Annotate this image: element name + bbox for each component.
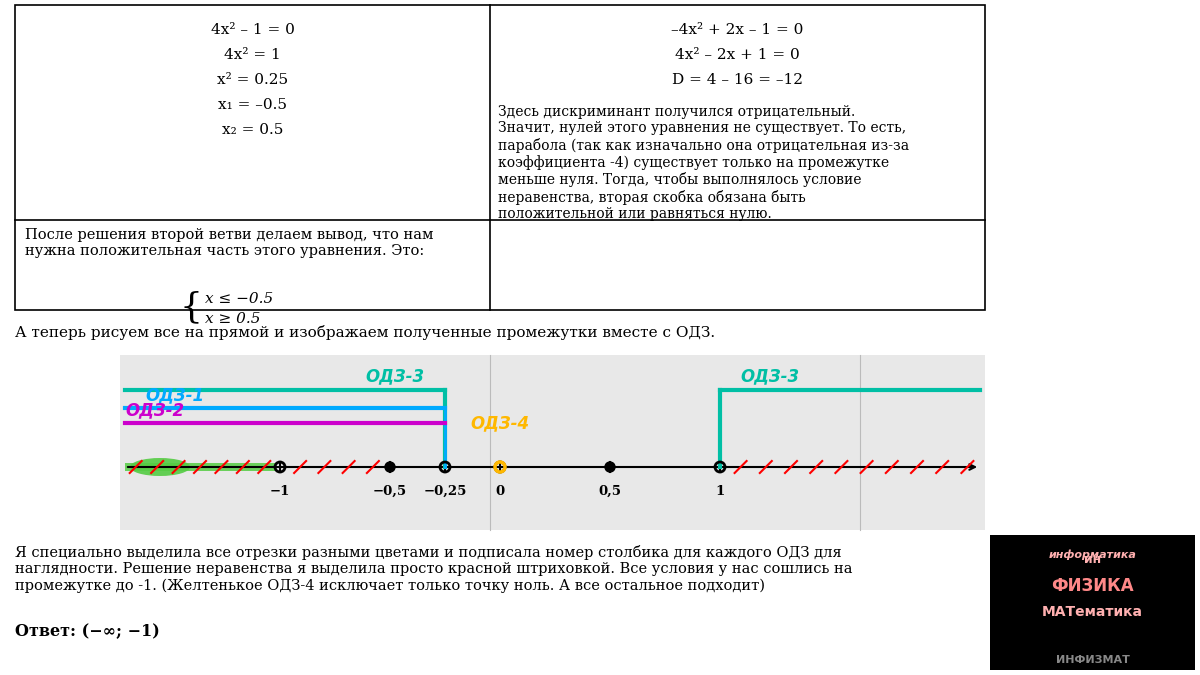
- Text: Здесь дискриминант получился отрицательный.
Значит, нулей этого уравнения не сущ: Здесь дискриминант получился отрицательн…: [498, 105, 910, 221]
- Text: 0: 0: [496, 485, 504, 498]
- Text: −0,25: −0,25: [424, 485, 467, 498]
- Text: −0,5: −0,5: [373, 485, 407, 498]
- Bar: [14, 5, 985, 310]
- Text: D = 4 – 16 = –12: D = 4 – 16 = –12: [672, 73, 803, 87]
- Text: x ≤ −0.5: x ≤ −0.5: [205, 292, 274, 306]
- Bar: [990, 535, 1195, 670]
- Text: Ответ: (−∞; −1): Ответ: (−∞; −1): [14, 623, 160, 640]
- Text: А теперь рисуем все на прямой и изображаем полученные промежутки вместе с ОДЗ.: А теперь рисуем все на прямой и изобража…: [14, 325, 715, 340]
- Text: x ≥ 0.5: x ≥ 0.5: [205, 312, 260, 326]
- Bar: [125, 463, 275, 471]
- Text: ОДЗ-3: ОДЗ-3: [740, 367, 799, 385]
- Text: x₁ = –0.5: x₁ = –0.5: [218, 98, 287, 112]
- Text: 4x² – 2x + 1 = 0: 4x² – 2x + 1 = 0: [676, 48, 800, 62]
- Text: 4x² = 1: 4x² = 1: [224, 48, 281, 62]
- Text: x₂ = 0.5: x₂ = 0.5: [222, 123, 283, 137]
- Text: Я специально выделила все отрезки разными цветами и подписала номер столбика для: Я специально выделила все отрезки разным…: [14, 545, 852, 593]
- Text: 0,5: 0,5: [599, 485, 622, 498]
- Text: После решения второй ветви делаем вывод, что нам
нужна положительная часть этого: После решения второй ветви делаем вывод,…: [25, 228, 433, 259]
- Text: 1: 1: [715, 485, 725, 498]
- Ellipse shape: [130, 458, 190, 476]
- Text: ин: ин: [1084, 553, 1102, 566]
- Text: ФИЗИКА: ФИЗИКА: [1051, 577, 1134, 595]
- Bar: [120, 355, 985, 530]
- Text: {: {: [180, 290, 203, 324]
- Text: ИНФИЗМАТ: ИНФИЗМАТ: [1056, 655, 1129, 665]
- Circle shape: [385, 462, 395, 472]
- Text: ОДЗ-3: ОДЗ-3: [365, 367, 424, 385]
- Text: 4x² – 1 = 0: 4x² – 1 = 0: [210, 23, 294, 37]
- Text: ОДЗ-4: ОДЗ-4: [470, 414, 529, 432]
- Text: ОДЗ-1: ОДЗ-1: [145, 386, 204, 404]
- Text: информатика: информатика: [1049, 550, 1136, 560]
- Text: –4x² + 2x – 1 = 0: –4x² + 2x – 1 = 0: [671, 23, 804, 37]
- Text: ОДЗ-2: ОДЗ-2: [125, 401, 184, 419]
- Text: x² = 0.25: x² = 0.25: [217, 73, 288, 87]
- Text: МАТематика: МАТематика: [1042, 605, 1142, 619]
- Text: −1: −1: [270, 485, 290, 498]
- Circle shape: [605, 462, 616, 472]
